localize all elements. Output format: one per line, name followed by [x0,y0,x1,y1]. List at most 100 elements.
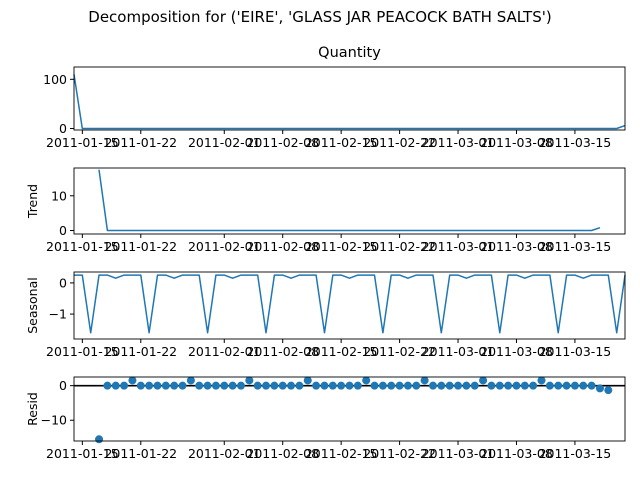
resid-point [353,381,362,390]
resid-point [520,381,529,390]
resid-point [195,381,204,390]
resid-point [103,381,112,390]
x-tick-label: 2011-03-08 [480,446,553,461]
resid-point [545,381,554,390]
resid-point [387,381,396,390]
x-tick-label: 2011-02-08 [246,135,319,150]
resid-point [595,384,604,393]
resid-point [587,381,596,390]
y-tick-label: 0 [59,223,67,238]
resid-point [554,381,563,390]
resid-point [370,381,379,390]
resid-axes-frame [73,376,626,442]
y-tick-label: 0 [59,378,67,393]
resid-point [120,381,129,390]
observed-title: Quantity [318,45,381,61]
resid-point [362,376,371,385]
resid-point [470,381,479,390]
x-tick-label: 2011-02-08 [246,239,319,254]
resid-point [504,381,513,390]
resid-point [178,381,187,390]
resid-point [153,381,162,390]
resid-point [262,381,271,390]
y-tick-label: 10 [51,188,67,203]
resid-point [220,381,229,390]
resid-point [337,381,346,390]
resid-point [479,376,488,385]
x-tick-label: 2011-01-15 [46,446,119,461]
x-tick-label: 2011-01-15 [46,135,119,150]
resid-point [454,381,463,390]
y-tick-label: 100 [43,72,67,87]
resid-point [145,381,154,390]
resid-point [95,435,104,444]
resid-point [245,376,254,385]
trend-axes-frame [73,167,626,235]
x-tick-label: 2011-02-01 [188,135,261,150]
resid-point [570,381,579,390]
x-tick-label: 2011-02-01 [188,239,261,254]
x-tick-label: 2011-01-22 [104,446,177,461]
resid-point [445,381,454,390]
x-tick-label: 2011-01-22 [104,344,177,359]
resid-point [270,381,279,390]
x-tick-label: 2011-02-15 [305,135,378,150]
x-tick-label: 2011-03-15 [539,239,612,254]
resid-point [395,381,404,390]
trend-series-line [98,169,601,232]
resid-point [211,381,220,390]
x-tick-label: 2011-03-01 [422,344,495,359]
x-tick-label: 2011-03-08 [480,135,553,150]
y-tick-label: 0 [59,121,67,136]
x-tick-label: 2011-02-22 [363,446,436,461]
resid-ylabel: Resid [25,392,40,426]
resid-point [236,381,245,390]
resid-point [378,381,387,390]
resid-point [403,381,412,390]
resid-point [295,381,304,390]
resid-point [161,381,170,390]
x-tick-label: 2011-02-15 [305,344,378,359]
resid-point [412,381,421,390]
resid-point [128,376,137,385]
x-tick-label: 2011-03-08 [480,344,553,359]
observed-axes-frame [73,66,626,131]
resid-point [579,381,588,390]
resid-point [136,381,145,390]
x-tick-label: 2011-03-01 [422,446,495,461]
x-tick-label: 2011-01-22 [104,135,177,150]
resid-point [420,376,429,385]
x-tick-label: 2011-03-15 [539,344,612,359]
x-tick-label: 2011-03-08 [480,239,553,254]
x-tick-label: 2011-03-01 [422,135,495,150]
x-tick-label: 2011-01-15 [46,344,119,359]
resid-point [111,381,120,390]
resid-point [529,381,538,390]
resid-point [495,381,504,390]
x-tick-label: 2011-02-08 [246,446,319,461]
x-tick-label: 2011-02-15 [305,446,378,461]
x-tick-label: 2011-03-15 [539,135,612,150]
trend-ylabel: Trend [25,184,40,219]
x-tick-label: 2011-02-22 [363,239,436,254]
resid-point [186,376,195,385]
observed-series-line [73,74,626,130]
resid-point [428,381,437,390]
resid-point [562,381,571,390]
figure-suptitle: Decomposition for ('EIRE', 'GLASS JAR PE… [88,8,551,26]
resid-point [462,381,471,390]
y-tick-label: −10 [41,413,67,428]
resid-point [287,381,296,390]
x-tick-label: 2011-02-08 [246,344,319,359]
resid-point [303,376,312,385]
x-tick-label: 2011-02-22 [363,344,436,359]
resid-point [320,381,329,390]
resid-point [328,381,337,390]
resid-point [278,381,287,390]
x-tick-label: 2011-02-22 [363,135,436,150]
